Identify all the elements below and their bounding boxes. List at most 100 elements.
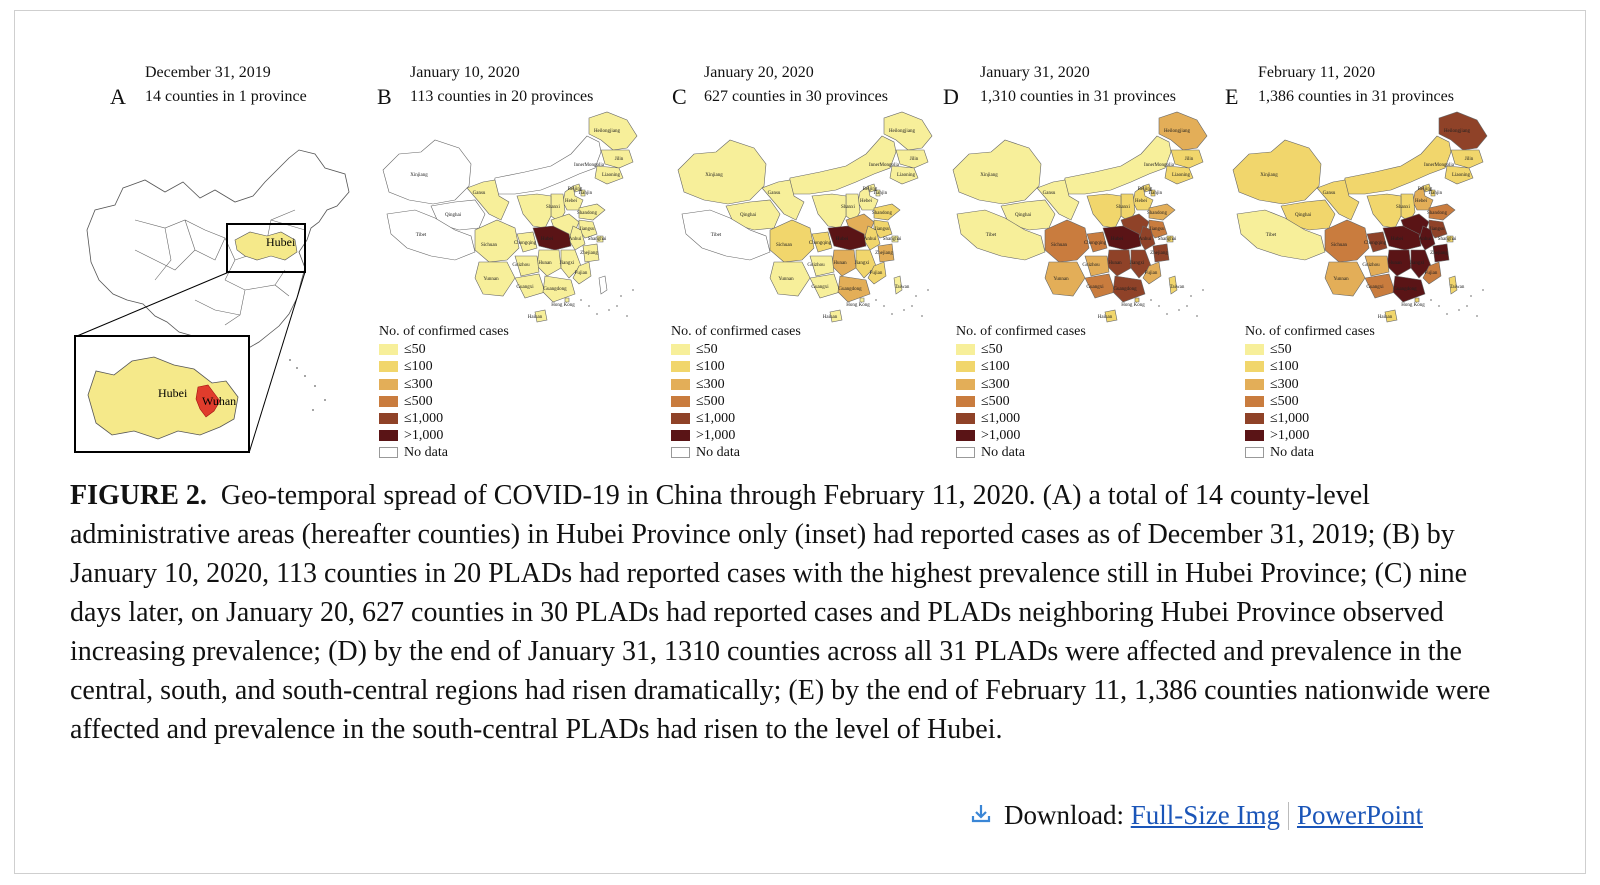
panel-county-count: 113 counties in 20 provinces [410, 88, 594, 105]
province-label: Yunnan [778, 277, 794, 282]
legend-item: No data [1245, 444, 1375, 461]
island-dot [1430, 299, 1432, 301]
panel-county-count: 1,310 counties in 31 provinces [980, 88, 1176, 105]
legend-item: ≤500 [671, 393, 801, 410]
province-gansu [1316, 179, 1360, 221]
island-dot [1458, 309, 1460, 311]
download-icon[interactable] [970, 800, 992, 831]
province-label: Anhui [864, 237, 877, 242]
island-dot [1178, 309, 1180, 311]
legend-swatch [1245, 378, 1264, 390]
powerpoint-link[interactable]: PowerPoint [1296, 800, 1423, 830]
province-guangdong [837, 275, 871, 303]
map-panel-b: B January 10, 2020 113 counties in 20 pr… [375, 54, 655, 464]
full-size-image-link[interactable]: Full-Size Img [1130, 800, 1280, 830]
province-guangdong [1112, 275, 1146, 303]
hubei-province [234, 231, 298, 261]
island-dot [927, 289, 929, 291]
province-xinjiang [677, 139, 767, 205]
province-hong-kong [564, 297, 570, 303]
legend-swatch [379, 413, 398, 425]
province-heilongjiang [1438, 111, 1488, 151]
province-fujian [1142, 261, 1162, 285]
figure-caption: FIGURE 2. Geo-temporal spread of COVID-1… [70, 476, 1520, 749]
island-dot [616, 305, 618, 307]
province-label: Qinghai [1295, 213, 1312, 218]
province-label: Shandong [1147, 211, 1168, 216]
island-dot [911, 305, 913, 307]
legend-label: ≤100 [981, 359, 1010, 375]
south-china-sea-islands [289, 359, 326, 411]
province-label: Heilongjiang [594, 129, 621, 134]
province-label: Guangdong [1393, 287, 1417, 292]
province-label: Sichuan [1331, 243, 1348, 248]
legend-swatch [379, 344, 398, 356]
island-dot [1150, 299, 1152, 301]
province-hubei [1102, 225, 1142, 251]
legend-item: ≤1,000 [956, 410, 1086, 427]
province-label: Liaoning [602, 173, 621, 178]
province-label: Yunnan [483, 277, 499, 282]
province-label: Hubei [541, 237, 554, 242]
province-label: Taiwan [1450, 285, 1465, 290]
island-dot [1446, 313, 1448, 315]
legend-item: ≤100 [956, 358, 1086, 375]
link-divider [1287, 801, 1289, 830]
island-dot [1470, 295, 1472, 297]
province-chongqing [1366, 231, 1388, 253]
province-shandong [1428, 203, 1456, 221]
province-ningxia-shaanxi [811, 193, 847, 229]
legend-swatch [956, 447, 975, 459]
legend-title: No. of confirmed cases [671, 324, 801, 339]
province-taiwan [893, 275, 903, 295]
panel-date: February 11, 2020 [1258, 64, 1376, 81]
map-panel-a: A December 31, 2019 14 counties in 1 pro… [74, 54, 355, 464]
province-guizhou [809, 255, 835, 277]
province-jiangsu [873, 219, 893, 239]
province-label: Beijing [568, 187, 583, 192]
legend: No. of confirmed cases ≤50 ≤100 ≤300 ≤500 ≤1,… [956, 323, 1086, 462]
legend-label: ≤500 [981, 393, 1010, 409]
province-label: Shanghai [883, 237, 902, 242]
province-yunnan [1044, 261, 1086, 297]
island-dot [1190, 295, 1192, 297]
panel-county-count: 1,386 counties in 31 provinces [1258, 88, 1454, 105]
province-jiangsu [1148, 219, 1168, 239]
province-hong-kong [859, 297, 865, 303]
province-label: Hainan [1098, 315, 1113, 320]
legend-label: ≤50 [696, 342, 718, 358]
province-label: Shanghai [1158, 237, 1177, 242]
legend-swatch [379, 430, 398, 442]
island-dot [1476, 315, 1478, 317]
province-yunnan [1324, 261, 1366, 297]
province-fujian [572, 261, 592, 285]
province-label: Hebei [860, 199, 873, 204]
province-label: Jiangxi [560, 261, 575, 266]
province-label: Guizhou [1362, 263, 1380, 268]
province-label: Anhui [569, 237, 582, 242]
province-gansu [466, 179, 510, 221]
province-label: Shandong [577, 211, 598, 216]
legend-swatch [1245, 361, 1264, 373]
province-fujian [1422, 261, 1442, 285]
legend-swatch [956, 378, 975, 390]
legend-swatch [379, 361, 398, 373]
inset-connector-left [76, 271, 230, 337]
legend-item: ≤300 [671, 376, 801, 393]
province-tianjin [1430, 189, 1436, 197]
province-guangdong [542, 275, 576, 303]
province-label: Guangdong [838, 287, 862, 292]
panel-letter: D [943, 84, 959, 109]
province-label: Xinjiang [980, 173, 998, 178]
china-map: Heilongjiang InnerMongolia Jilin Liaoning Xi… [952, 111, 1208, 323]
island-dot [1438, 305, 1440, 307]
province-label: Tibet [711, 233, 722, 238]
province-label: Gansu [768, 191, 781, 196]
province-sichuan [1044, 219, 1090, 263]
province-label: Jilin [1185, 157, 1194, 162]
province-xinjiang [952, 139, 1042, 205]
province-label: Sichuan [1051, 243, 1068, 248]
province-jilin [895, 149, 929, 169]
panel-letter: B [377, 84, 392, 109]
hubei-highlight-box [226, 223, 306, 273]
